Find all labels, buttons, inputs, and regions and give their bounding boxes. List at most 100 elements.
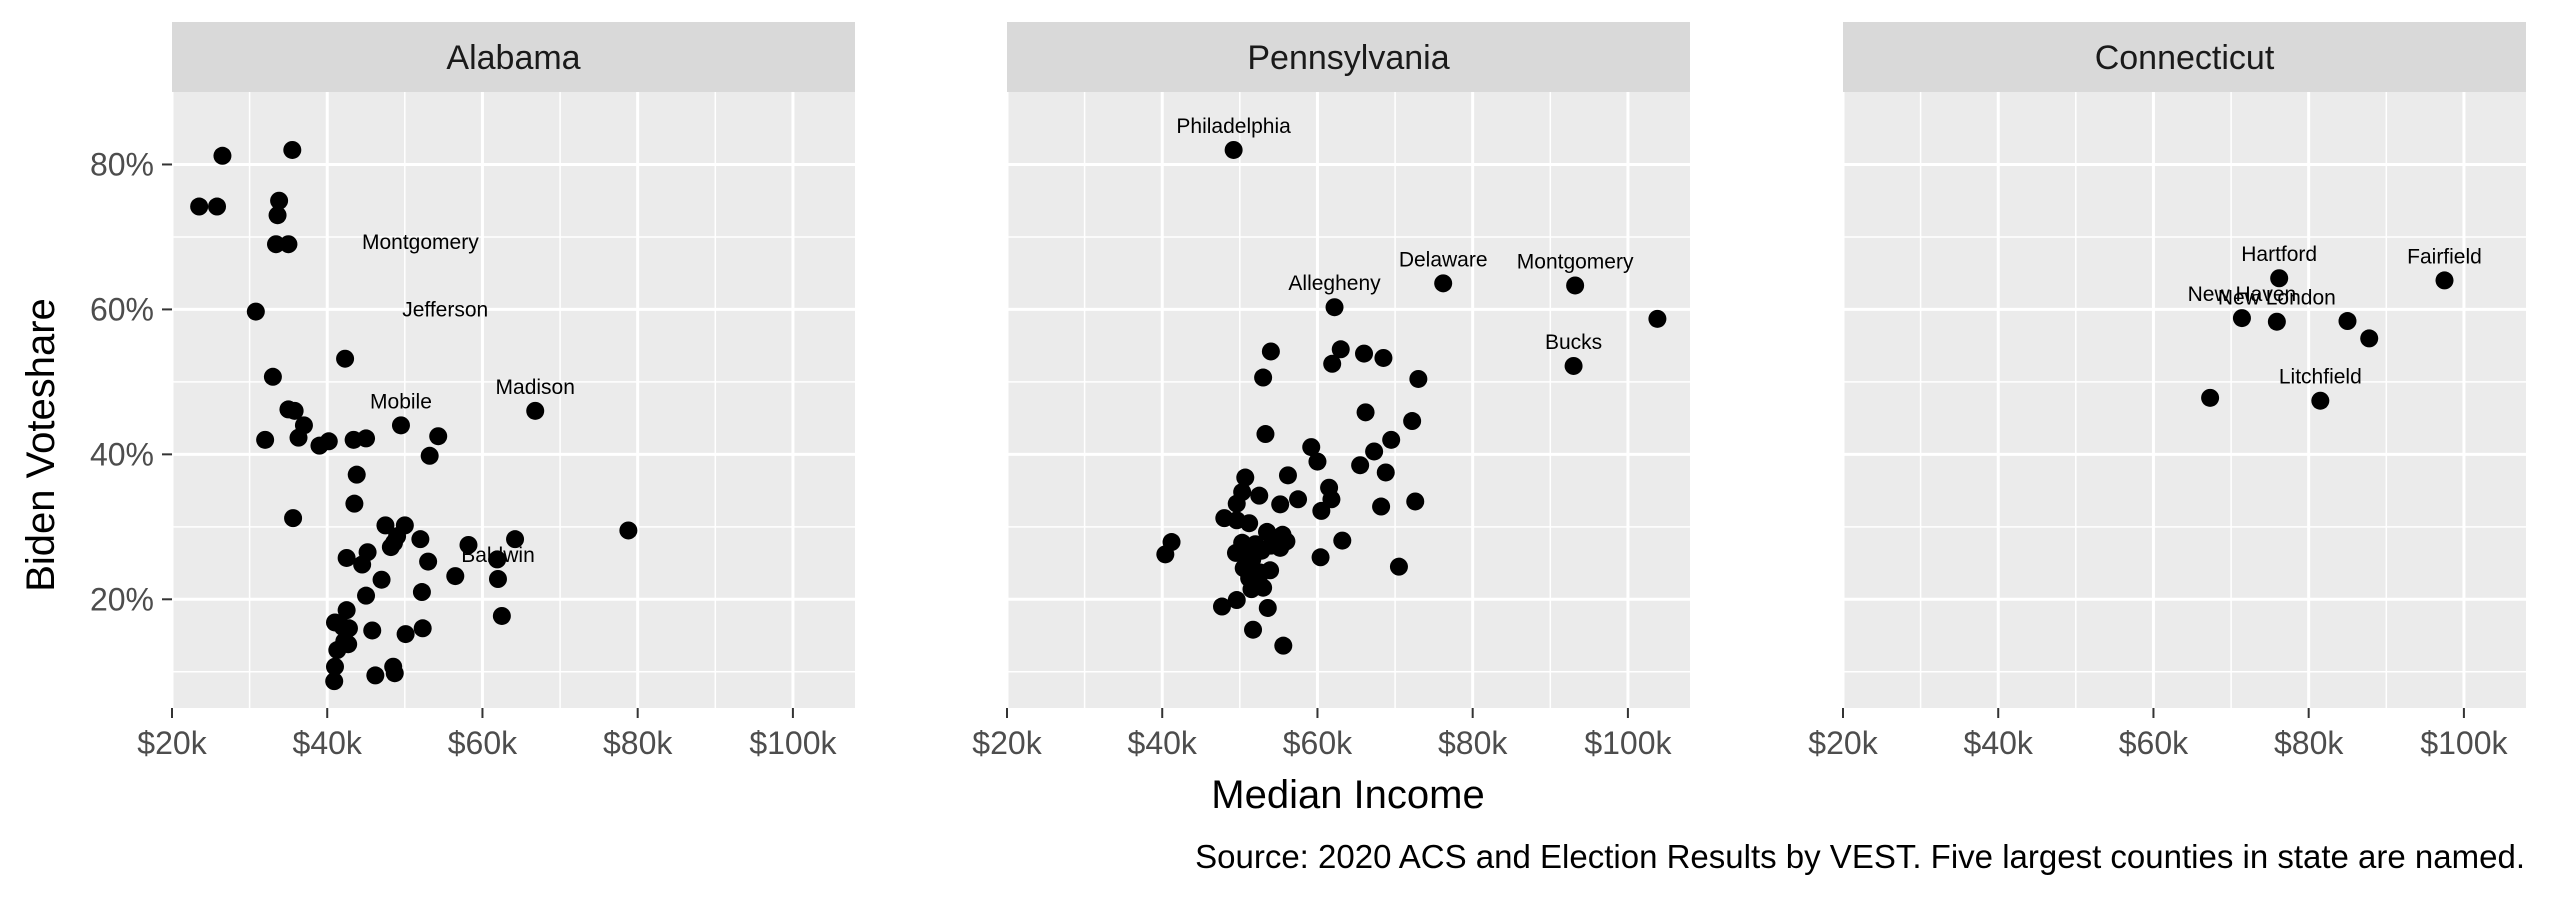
x-tick-label: $80k [1438, 725, 1508, 761]
data-point [488, 570, 507, 589]
data-point [1227, 591, 1246, 610]
data-point [413, 619, 432, 638]
data-point [420, 446, 439, 465]
data-point [357, 429, 376, 448]
data-point [1323, 354, 1342, 373]
data-point [337, 601, 356, 620]
x-tick-label: $60k [448, 725, 518, 761]
data-point [363, 621, 382, 640]
data-point [284, 509, 303, 528]
data-point [366, 666, 385, 685]
facet-strip-label: Connecticut [2095, 39, 2275, 77]
county-label: Philadelphia [1176, 115, 1291, 138]
data-point [1325, 298, 1344, 317]
data-point [1403, 412, 1422, 431]
chart-caption: Source: 2020 ACS and Election Results by… [1195, 838, 2525, 875]
data-point [1278, 466, 1297, 485]
facet-strip [172, 22, 855, 92]
data-point [619, 521, 638, 540]
data-point [1312, 501, 1331, 520]
facet-panel-pennsylvania: Pennsylvania $20k $40k $60k $80k $100k Philade… [972, 22, 1690, 761]
data-point [488, 550, 507, 569]
county-label: New London [2218, 287, 2336, 310]
facet-strip [1843, 22, 2526, 92]
county-label: Mobile [370, 390, 432, 413]
data-point [357, 586, 376, 605]
data-point [285, 401, 304, 420]
data-point [1356, 403, 1375, 422]
county-label: New Haven [2188, 283, 2297, 306]
facet-strip [1007, 22, 1690, 92]
data-point [1224, 140, 1243, 159]
data-point [2267, 312, 2286, 331]
data-point [1648, 309, 1667, 328]
data-point [1271, 538, 1290, 557]
facet-panel-connecticut: Connecticut $20k $40k $60k $80k $100k Hartford… [1808, 22, 2526, 761]
data-point [1409, 369, 1428, 388]
data-point [2311, 391, 2330, 410]
panel-background [1007, 92, 1690, 708]
data-point [446, 567, 465, 586]
county-label: Delaware [1399, 248, 1488, 271]
data-point [279, 235, 298, 254]
data-point [246, 302, 265, 321]
data-point [385, 664, 404, 683]
data-point [1156, 545, 1175, 564]
data-point [1244, 620, 1263, 639]
facet-panel-alabama: Alabama $20k $40k $60k $80k $100k 20% 40% 60% 80%… [90, 22, 855, 761]
data-point [1236, 468, 1255, 487]
county-label: Bucks [1545, 331, 1602, 354]
county-label: Montgomery [1517, 250, 1634, 273]
county-label: Montgomery [362, 231, 479, 254]
data-point [289, 428, 308, 447]
data-point [459, 535, 478, 554]
facet-panels: Alabama $20k $40k $60k $80k $100k 20% 40% 60% 80%… [90, 22, 2526, 761]
y-tick-label: 40% [90, 436, 154, 472]
data-point [2435, 271, 2454, 290]
data-point [1406, 492, 1425, 511]
data-point [208, 197, 227, 216]
data-point [1258, 522, 1277, 541]
data-point [1355, 344, 1374, 363]
data-point [256, 430, 275, 449]
x-tick-label: $40k [1128, 725, 1198, 761]
panel-background [172, 92, 855, 708]
data-point [411, 530, 430, 549]
x-tick-label: $40k [1964, 725, 2034, 761]
data-point [1372, 497, 1391, 516]
panel-background [1843, 92, 2526, 708]
y-tick-label: 20% [90, 581, 154, 617]
x-tick-label: $60k [2119, 725, 2189, 761]
x-tick-label: $100k [2420, 725, 2508, 761]
data-point [1365, 442, 1384, 461]
x-tick-label: $20k [1808, 725, 1878, 761]
y-tick-label: 80% [90, 146, 154, 182]
data-point [1382, 430, 1401, 449]
county-label: Litchfield [2279, 366, 2362, 389]
data-point [1274, 636, 1293, 655]
data-point [1256, 425, 1275, 444]
data-point [1254, 368, 1273, 387]
data-point [429, 427, 448, 446]
x-tick-label: $20k [137, 725, 207, 761]
data-point [396, 625, 415, 644]
data-point [2232, 309, 2251, 328]
facet-strip-label: Alabama [446, 39, 580, 77]
data-point [1564, 356, 1583, 375]
data-point [372, 570, 391, 589]
data-point [319, 432, 338, 451]
data-point [1254, 578, 1273, 597]
data-point [1261, 342, 1280, 361]
data-point [1250, 486, 1269, 505]
data-point [1240, 514, 1259, 533]
data-point [335, 632, 354, 651]
x-tick-label: $100k [749, 725, 837, 761]
data-point [1271, 495, 1290, 514]
data-point [267, 235, 286, 254]
data-point [1212, 597, 1231, 616]
y-tick-label: 60% [90, 291, 154, 327]
y-axis-title: Biden Voteshare [19, 298, 63, 592]
x-tick-label: $40k [293, 725, 363, 761]
data-point [283, 140, 302, 159]
